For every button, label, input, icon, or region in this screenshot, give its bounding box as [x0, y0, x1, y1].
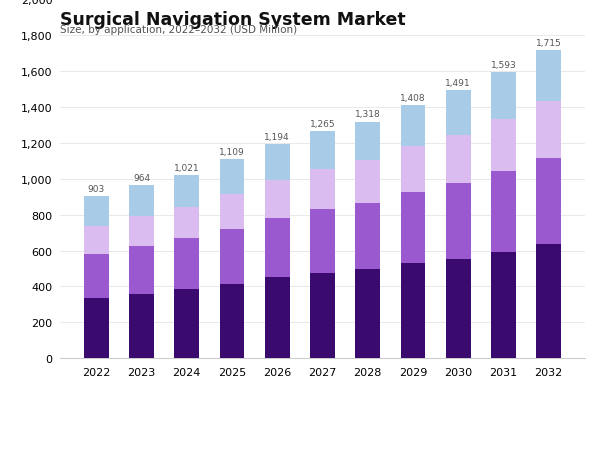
Text: ONE STOP SHOP FOR THE REPORTS: ONE STOP SHOP FOR THE REPORTS — [513, 436, 600, 441]
Bar — [175, 239, 199, 290]
Bar — [129, 247, 154, 294]
Text: The forecasted market
size for 2032 in USD:: The forecasted market size for 2032 in U… — [258, 397, 392, 421]
Bar — [491, 172, 516, 253]
Bar — [355, 270, 380, 359]
Bar — [401, 193, 425, 263]
Bar — [175, 175, 199, 207]
Bar — [265, 144, 290, 181]
Bar — [536, 51, 561, 102]
Bar — [129, 217, 154, 247]
Bar — [175, 207, 199, 239]
Bar — [491, 73, 516, 120]
Text: The Market will Grow
At the CAGR of:: The Market will Grow At the CAGR of: — [15, 397, 140, 421]
Text: 1,715: 1,715 — [536, 39, 562, 48]
Text: 1,408: 1,408 — [400, 94, 426, 103]
Bar — [84, 197, 109, 227]
Bar — [129, 186, 154, 217]
Text: ▲▲: ▲▲ — [513, 390, 532, 403]
Bar — [446, 184, 470, 259]
Bar — [536, 245, 561, 359]
Text: 1,593: 1,593 — [491, 61, 517, 70]
Text: 1,491: 1,491 — [445, 79, 471, 88]
Bar — [310, 273, 335, 359]
Bar — [355, 161, 380, 203]
Text: 1,109: 1,109 — [219, 147, 245, 156]
Bar — [536, 159, 561, 245]
Text: 1,318: 1,318 — [355, 110, 380, 119]
Bar — [401, 147, 425, 193]
Text: $1,715 M: $1,715 M — [399, 401, 500, 420]
Text: Size, by application, 2022–2032 (USD Million): Size, by application, 2022–2032 (USD Mil… — [60, 25, 297, 35]
Bar — [84, 299, 109, 359]
Bar — [220, 194, 244, 230]
Bar — [84, 227, 109, 254]
Bar — [220, 230, 244, 284]
Bar — [84, 254, 109, 299]
Bar — [265, 219, 290, 278]
Bar — [175, 290, 199, 359]
Text: 964: 964 — [133, 174, 150, 183]
Bar — [446, 91, 470, 135]
Text: 1,265: 1,265 — [310, 120, 335, 129]
Bar — [401, 263, 425, 359]
Bar — [220, 284, 244, 359]
Text: 1,194: 1,194 — [265, 132, 290, 141]
Text: Surgical Navigation System Market: Surgical Navigation System Market — [60, 11, 406, 29]
Bar — [265, 181, 290, 219]
Bar — [310, 210, 335, 273]
Bar — [355, 122, 380, 161]
Bar — [446, 259, 470, 359]
Bar — [536, 102, 561, 159]
Text: 903: 903 — [88, 184, 105, 193]
Bar — [265, 278, 290, 359]
Bar — [491, 253, 516, 359]
Bar — [310, 170, 335, 210]
Bar — [355, 203, 380, 270]
Text: 1,021: 1,021 — [174, 163, 200, 172]
Bar — [446, 135, 470, 184]
Bar — [220, 160, 244, 194]
Text: market.us: market.us — [519, 413, 590, 426]
Text: 6.8%: 6.8% — [180, 397, 261, 425]
Bar — [310, 132, 335, 170]
Bar — [491, 120, 516, 172]
Bar — [401, 106, 425, 147]
Bar — [129, 294, 154, 359]
